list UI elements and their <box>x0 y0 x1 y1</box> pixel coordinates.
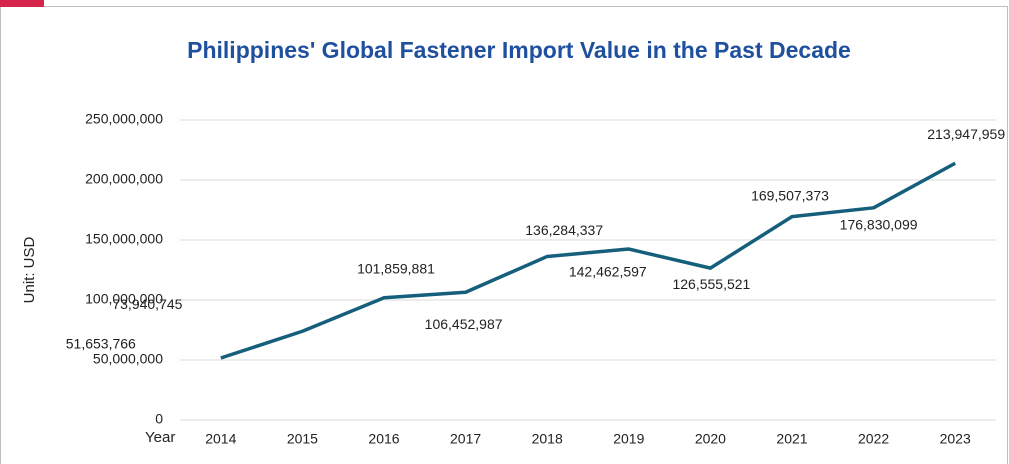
x-tick-label: 2023 <box>940 431 971 447</box>
x-tick-label: 2019 <box>613 431 644 447</box>
frame <box>0 6 1008 464</box>
data-label: 51,653,766 <box>66 336 136 352</box>
x-tick-label: 2014 <box>205 431 236 447</box>
data-label: 142,462,597 <box>569 264 647 280</box>
x-tick-label: 2020 <box>695 431 726 447</box>
y-tick-label: 50,000,000 <box>93 351 163 367</box>
y-tick-label: 100,000,000 <box>85 291 163 307</box>
x-tick-label: 2018 <box>532 431 563 447</box>
line-series <box>220 161 957 360</box>
data-label: 126,555,521 <box>672 276 750 292</box>
data-label: 106,452,987 <box>425 316 503 332</box>
corner-accent <box>0 0 44 7</box>
y-tick-label: 200,000,000 <box>85 171 163 187</box>
data-label: 136,284,337 <box>525 222 603 238</box>
y-axis-label: Unit: USD <box>21 236 38 303</box>
y-tick-label: 0 <box>155 411 163 427</box>
x-tick-label: 2016 <box>368 431 399 447</box>
x-tick-label: 2021 <box>776 431 807 447</box>
data-label: 213,947,959 <box>927 126 1005 142</box>
data-label: 73,940,745 <box>112 296 182 312</box>
chart-title: Philippines' Global Fastener Import Valu… <box>187 37 851 63</box>
y-tick-label: 150,000,000 <box>85 231 163 247</box>
data-label: 176,830,099 <box>840 217 918 233</box>
y-tick-label: 250,000,000 <box>85 111 163 127</box>
x-tick-label: 2017 <box>450 431 481 447</box>
data-label: 169,507,373 <box>751 187 829 203</box>
x-tick-label: 2022 <box>858 431 889 447</box>
data-label: 101,859,881 <box>357 260 435 276</box>
x-tick-label: 2015 <box>287 431 318 447</box>
x-axis-label: Year <box>145 429 175 446</box>
